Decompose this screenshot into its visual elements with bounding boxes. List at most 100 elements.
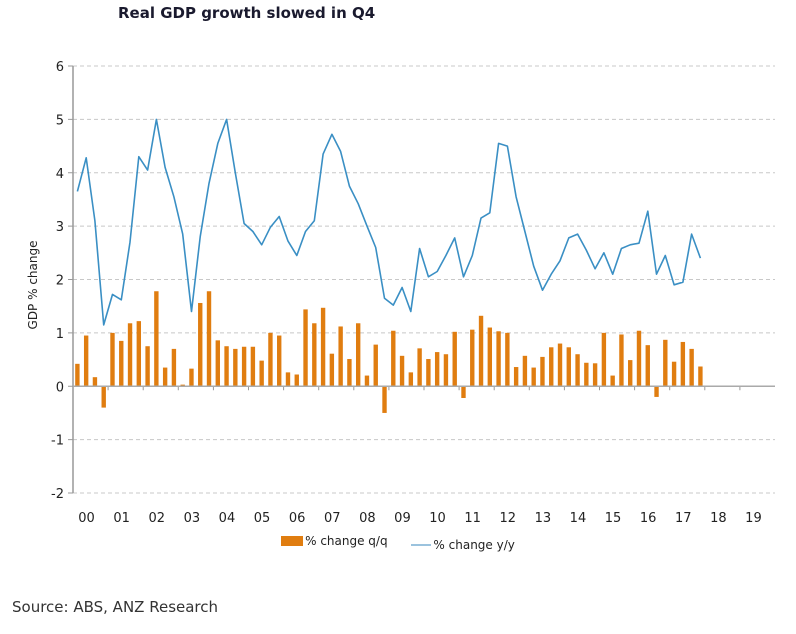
bar-qq bbox=[75, 363, 80, 387]
bar-qq bbox=[513, 367, 519, 387]
y-tick-label: -2 bbox=[51, 487, 64, 502]
bar-qq bbox=[250, 346, 256, 387]
chart-title: Real GDP growth slowed in Q4 bbox=[118, 4, 376, 22]
bar-qq bbox=[610, 375, 615, 387]
bar-qq bbox=[329, 353, 335, 387]
bar-qq bbox=[645, 345, 650, 387]
bar-qq bbox=[452, 331, 457, 387]
bar-qq bbox=[127, 323, 133, 387]
bar-qq bbox=[285, 372, 291, 387]
x-tick-label: 19 bbox=[745, 511, 762, 526]
x-tick-label: 06 bbox=[289, 511, 306, 526]
bar-qq bbox=[92, 377, 98, 387]
bar-qq bbox=[224, 346, 229, 387]
bar-qq bbox=[557, 343, 563, 387]
legend-item-yy: % change y/y bbox=[411, 538, 515, 552]
bar-qq bbox=[434, 352, 440, 387]
bar-qq bbox=[531, 367, 536, 387]
bar-qq bbox=[496, 331, 501, 387]
y-tick-label: 4 bbox=[56, 167, 64, 182]
bar-qq bbox=[233, 348, 238, 387]
bar-qq bbox=[241, 346, 247, 387]
line-yy bbox=[76, 118, 702, 326]
bar-qq bbox=[110, 332, 115, 387]
bar-qq bbox=[619, 334, 624, 387]
bar-qq bbox=[478, 315, 484, 387]
bar-qq bbox=[680, 341, 686, 387]
bar-qq bbox=[698, 366, 703, 387]
bar-qq bbox=[312, 323, 317, 387]
legend-item-qq: % change q/q bbox=[281, 534, 388, 548]
x-tick-label: 10 bbox=[429, 511, 446, 526]
y-tick-label: 1 bbox=[56, 327, 64, 342]
x-tick-label: 03 bbox=[184, 511, 201, 526]
legend-label-yy: % change y/y bbox=[433, 538, 515, 552]
bar-qq bbox=[101, 386, 106, 408]
y-tick-label: 0 bbox=[56, 380, 64, 395]
x-axis-ticks: 00 01 02 03 04 05 06 07 08 09 10 11 12 13 14 15 16 17 18 19 bbox=[72, 386, 762, 526]
x-tick-label: 11 bbox=[464, 511, 481, 526]
x-tick-label: 05 bbox=[254, 511, 271, 526]
bar-qq bbox=[399, 355, 405, 387]
bar-qq bbox=[277, 335, 282, 387]
bar-qq bbox=[417, 348, 422, 387]
bar-qq bbox=[347, 359, 352, 387]
legend: % change q/q % change y/y bbox=[0, 534, 796, 552]
bar-qq bbox=[145, 346, 150, 387]
bar-qq bbox=[654, 386, 659, 397]
x-tick-label: 12 bbox=[499, 511, 516, 526]
y-tick-label: 2 bbox=[56, 274, 64, 289]
bar-qq bbox=[592, 363, 598, 387]
source-note: Source: ABS, ANZ Research bbox=[12, 598, 219, 616]
bar-qq bbox=[215, 340, 220, 387]
bar-qq bbox=[628, 360, 633, 387]
y-tick-label: 3 bbox=[56, 220, 64, 235]
bar-qq bbox=[426, 359, 431, 387]
bar-qq bbox=[136, 321, 142, 387]
bar-qq bbox=[338, 326, 343, 387]
y-tick-label: 6 bbox=[56, 60, 64, 75]
bar-qq bbox=[119, 340, 124, 387]
bar-qq bbox=[364, 375, 370, 387]
bar-qq bbox=[180, 384, 185, 387]
x-tick-label: 02 bbox=[148, 511, 165, 526]
bar-qq bbox=[382, 386, 387, 413]
x-tick-label: 18 bbox=[710, 511, 727, 526]
bar-series-qq bbox=[75, 291, 703, 413]
x-tick-label: 08 bbox=[359, 511, 376, 526]
x-tick-label: 17 bbox=[675, 511, 692, 526]
legend-bar-swatch bbox=[281, 536, 304, 546]
bar-qq bbox=[171, 348, 177, 387]
bar-qq bbox=[601, 332, 607, 387]
axes bbox=[72, 66, 775, 493]
bar-qq bbox=[505, 332, 510, 387]
x-tick-label: 00 bbox=[78, 511, 95, 526]
gridlines bbox=[73, 65, 775, 494]
x-tick-label: 14 bbox=[570, 511, 587, 526]
bar-qq bbox=[294, 374, 299, 387]
line-series-yy bbox=[76, 118, 702, 326]
bar-qq bbox=[540, 356, 545, 387]
bar-qq bbox=[549, 347, 554, 387]
bar-qq bbox=[487, 327, 493, 387]
legend-label-qq: % change q/q bbox=[305, 534, 388, 548]
x-tick-label: 09 bbox=[394, 511, 411, 526]
bar-qq bbox=[206, 291, 212, 387]
bar-qq bbox=[373, 344, 378, 387]
x-tick-label: 16 bbox=[640, 511, 657, 526]
bar-qq bbox=[663, 339, 668, 387]
bar-qq bbox=[355, 323, 361, 387]
bar-qq bbox=[443, 354, 449, 387]
bar-qq bbox=[259, 360, 264, 387]
bar-qq bbox=[162, 367, 168, 387]
y-axis-ticks: -2 -1 0 1 2 3 4 5 6 bbox=[51, 60, 73, 502]
y-tick-label: 5 bbox=[56, 113, 64, 128]
bar-qq bbox=[461, 386, 466, 398]
x-tick-label: 04 bbox=[219, 511, 236, 526]
bar-qq bbox=[198, 302, 203, 387]
x-tick-label: 15 bbox=[605, 511, 622, 526]
bar-qq bbox=[636, 330, 642, 387]
bar-qq bbox=[268, 332, 273, 387]
bar-qq bbox=[391, 330, 396, 387]
bar-qq bbox=[83, 335, 89, 387]
